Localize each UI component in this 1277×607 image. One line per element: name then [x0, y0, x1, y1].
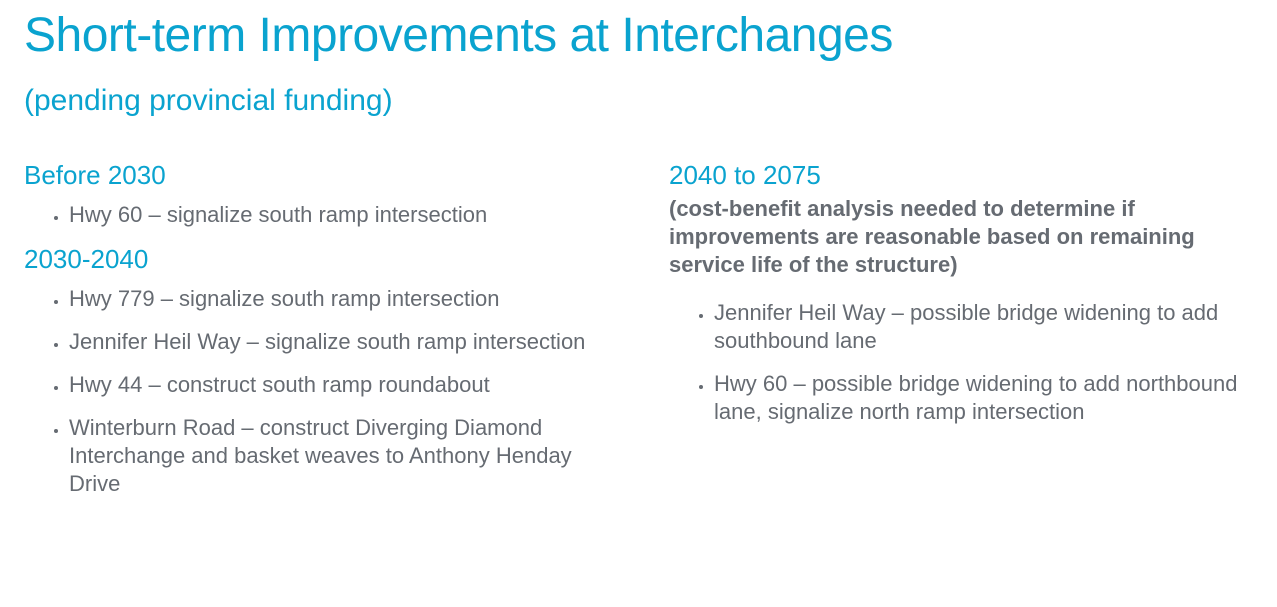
right-column: 2040 to 2075 (cost-benefit analysis need…: [669, 160, 1269, 441]
left-column: Before 2030 Hwy 60 – signalize south ramp…: [24, 160, 624, 513]
section-note: (cost-benefit analysis needed to determi…: [669, 196, 1195, 277]
section-heading: Before 2030: [24, 160, 166, 190]
bullet-item: Hwy 779 – signalize south ramp intersect…: [69, 285, 624, 313]
subtitle: (pending provincial funding): [24, 84, 393, 117]
bullet-item: Hwy 60 – signalize south ramp intersecti…: [69, 201, 624, 229]
bullet-item: Hwy 44 – construct south ramp roundabout: [69, 371, 624, 399]
section-heading: 2040 to 2075: [669, 160, 821, 190]
bullet-list: Hwy 779 – signalize south ramp intersect…: [24, 285, 624, 498]
bullet-item: Jennifer Heil Way – signalize south ramp…: [69, 328, 624, 356]
title: Short-term Improvements at Interchanges: [24, 9, 893, 62]
bullet-item: Winterburn Road – construct Diverging Di…: [69, 414, 624, 498]
bullet-list: Jennifer Heil Way – possible bridge wide…: [669, 299, 1269, 426]
section-heading: 2030-2040: [24, 244, 149, 274]
bullet-list: Hwy 60 – signalize south ramp intersecti…: [24, 201, 624, 229]
bullet-item: Jennifer Heil Way – possible bridge wide…: [714, 299, 1269, 355]
bullet-item: Hwy 60 – possible bridge widening to add…: [714, 370, 1269, 426]
